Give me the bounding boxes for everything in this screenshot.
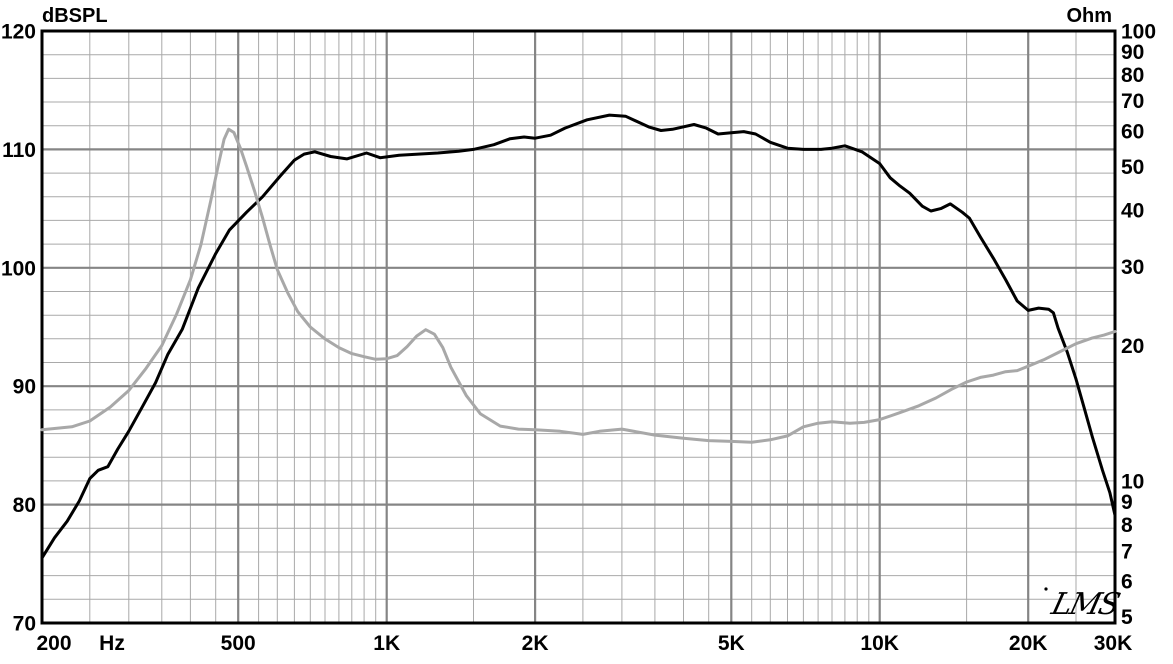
right-axis-tick-label: 60 — [1121, 120, 1144, 143]
right-axis-tick-label: 8 — [1121, 514, 1133, 537]
right-axis-tick-label: 20 — [1121, 335, 1144, 358]
left-axis-title: dBSPL — [42, 5, 108, 27]
logo-text: LMS — [1047, 587, 1123, 621]
x-axis-tick-label: 5K — [718, 632, 745, 655]
right-axis-tick-label: 100 — [1121, 21, 1156, 44]
right-axis-tick-label: 90 — [1121, 41, 1144, 64]
right-axis-tick-label: 5 — [1121, 606, 1133, 629]
x-axis-tick-label: 500 — [221, 632, 256, 655]
left-axis-tick-label: 70 — [13, 613, 36, 636]
x-axis-tick-label: 20K — [1009, 632, 1048, 655]
right-axis-tick-label: 9 — [1121, 491, 1133, 514]
x-axis-tick-label: 30K — [1094, 632, 1133, 655]
left-axis-tick-label: 90 — [13, 376, 36, 399]
right-axis-tick-label: 6 — [1121, 571, 1133, 594]
right-axis-tick-label: 40 — [1121, 200, 1144, 223]
right-axis-tick-label: 50 — [1121, 156, 1144, 179]
curve-layer — [40, 113, 1117, 560]
x-axis-tick-label: 200 — [36, 632, 71, 655]
left-axis-tick-label: 80 — [13, 494, 36, 517]
right-axis-tick-label: 30 — [1121, 256, 1144, 279]
lms-logo: LMS — [1044, 587, 1123, 622]
right-axis-tick-label: 10 — [1121, 471, 1144, 494]
grid-layer — [42, 31, 1115, 623]
impedance-curve — [40, 127, 1117, 444]
left-axis-tick-label: 100 — [1, 257, 36, 280]
right-axis-tick-label: 7 — [1121, 540, 1133, 563]
tick-layer: 1201101009080701009080706050403020109876… — [1, 21, 1156, 656]
logo-ink-dot — [1044, 587, 1048, 591]
x-axis-tick-label: 2K — [522, 632, 549, 655]
plot-frame — [40, 29, 1117, 625]
right-axis-tick-label: 70 — [1121, 90, 1144, 113]
grid-minor-lines — [42, 31, 1115, 623]
left-axis-tick-label: 120 — [1, 21, 36, 44]
x-axis-tick-label: 10K — [860, 632, 899, 655]
grid-major-lines — [42, 31, 1115, 623]
right-axis-tick-label: 80 — [1121, 64, 1144, 87]
x-axis-unit-label: Hz — [99, 632, 125, 655]
x-axis-tick-label: 1K — [373, 632, 400, 655]
right-axis-title: Ohm — [1066, 5, 1112, 27]
left-axis-tick-label: 110 — [2, 139, 36, 162]
spl-curve — [40, 113, 1117, 560]
